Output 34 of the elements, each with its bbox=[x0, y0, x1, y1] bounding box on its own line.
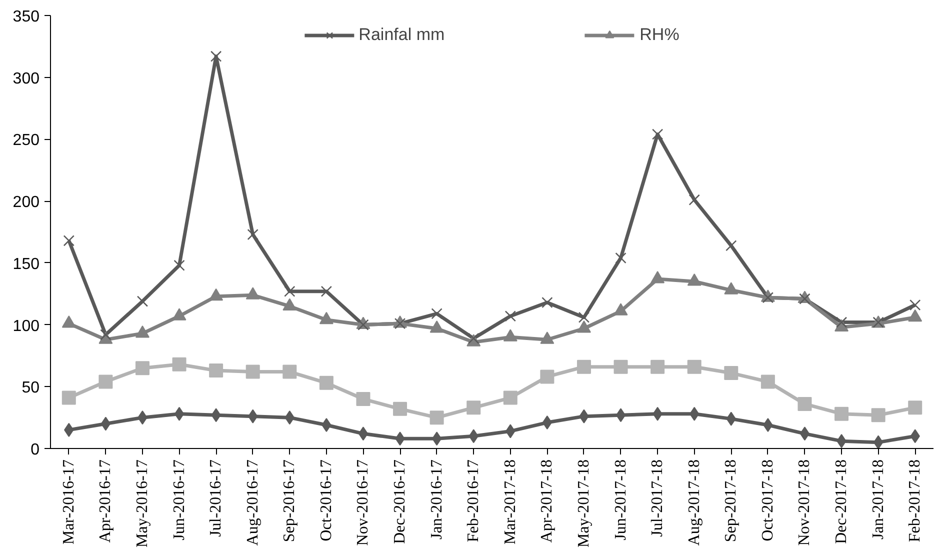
x-tick-label: Jul-2016-17 bbox=[208, 460, 225, 537]
x-tick-label: Oct-2017-18 bbox=[759, 459, 776, 542]
legend-label: Rainfal mm bbox=[358, 25, 445, 45]
x-tick-label: May-2016-17 bbox=[134, 460, 151, 548]
y-tick-label: 50 bbox=[22, 380, 40, 397]
x-tick-label: Apr-2017-18 bbox=[538, 460, 556, 543]
x-tick-label: Nov-2016-17 bbox=[354, 459, 372, 546]
legend-label: RH% bbox=[640, 25, 680, 45]
x-tick-label: Dec-2016-17 bbox=[392, 459, 409, 544]
x-tick-label: Apr-2016-17 bbox=[97, 460, 114, 543]
y-tick-label: 350 bbox=[12, 8, 40, 26]
x-tick-label: May-2017-18 bbox=[575, 460, 592, 548]
x-tick-label: Mar-2017-18 bbox=[502, 459, 519, 544]
x-tick-label: Sep-2016-17 bbox=[281, 460, 298, 542]
y-tick-label: 100 bbox=[12, 318, 40, 335]
x-tick-label: Aug-2016-17 bbox=[244, 459, 262, 546]
x-tick-label: Jun-2017-18 bbox=[612, 459, 630, 540]
y-tick-label: 150 bbox=[12, 256, 40, 273]
x-tick-label: Feb-2017-18 bbox=[906, 460, 924, 542]
y-tick-label: 250 bbox=[12, 132, 40, 150]
x-tick-label: Mar-2016-17 bbox=[60, 459, 78, 544]
x-tick-label: Nov-2017-18 bbox=[796, 459, 814, 546]
x-tick-label: Jan-2017-18 bbox=[870, 460, 887, 540]
x-tick-label: Dec-2017-18 bbox=[833, 459, 850, 544]
x-tick-label: Jan-2016-17 bbox=[428, 460, 446, 540]
y-tick-label: 200 bbox=[12, 194, 40, 212]
x-tick-label: Aug-2017-18 bbox=[686, 459, 703, 546]
x-tick-label: Sep-2017-18 bbox=[722, 460, 740, 542]
x-tick-label: Jun-2016-17 bbox=[170, 459, 188, 540]
y-tick-label: 0 bbox=[30, 442, 40, 458]
x-tick-label: Oct-2016-17 bbox=[318, 459, 335, 542]
x-tick-label: Jul-2017-18 bbox=[649, 460, 666, 537]
y-tick-label: 300 bbox=[12, 70, 40, 88]
x-tick-label: Feb-2016-17 bbox=[465, 460, 482, 542]
